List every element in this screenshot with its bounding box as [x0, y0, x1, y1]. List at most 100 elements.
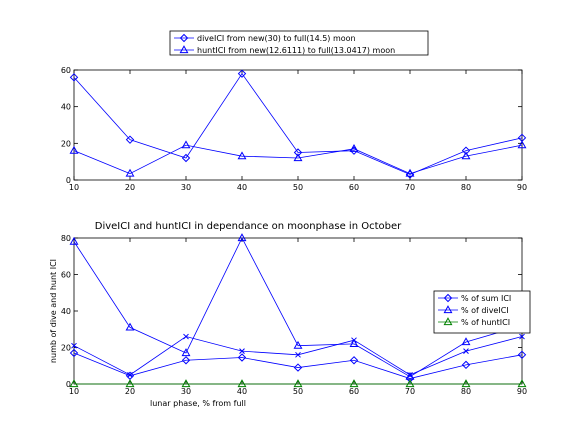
- x-tick-label: 30: [181, 183, 191, 192]
- legend-entry: % of sum ICI: [461, 294, 511, 303]
- data-point: [461, 146, 471, 155]
- legend-marker: [179, 45, 189, 54]
- data-point: [237, 353, 247, 362]
- legend-box: [169, 30, 429, 56]
- legend-marker: [443, 317, 453, 326]
- series-3: [71, 333, 525, 378]
- data-point: [405, 379, 415, 388]
- data-point: [405, 168, 415, 177]
- data-point: [517, 350, 527, 360]
- data-point: [237, 233, 247, 242]
- legend: diveICI from new(30) to full(14.5) moon h…: [169, 30, 429, 56]
- data-point: [69, 379, 79, 388]
- data-point: [69, 145, 79, 154]
- data-point: [517, 379, 527, 388]
- data-point: [237, 151, 247, 160]
- legend-marker: [179, 33, 189, 43]
- data-point: [181, 140, 191, 149]
- data-point: [237, 69, 247, 78]
- y-tick-label: 20: [61, 139, 71, 148]
- y-tick-label: 40: [61, 307, 71, 316]
- data-point: [181, 379, 191, 388]
- y-tick-label: 20: [61, 344, 71, 353]
- data-point: [349, 339, 359, 347]
- y-tick-label: 0: [66, 176, 71, 185]
- x-tick-label: 50: [293, 183, 303, 192]
- y-tick-label: 40: [61, 103, 71, 112]
- bottom-chart: 10 20 30 40 50 60 70 80 90 0 20 40 60 80 DiveICI and h…: [49, 221, 531, 408]
- x-tick-label: 10: [69, 387, 79, 396]
- chart-title: DiveICI and huntICI in dependance on moo…: [95, 221, 402, 232]
- data-point: [461, 151, 471, 160]
- legend-marker: [443, 293, 453, 303]
- plot-area: [73, 69, 523, 181]
- data-point: [461, 379, 471, 388]
- y-axis-label: numb of dive and hunt ICI: [49, 259, 58, 363]
- data-point: [239, 348, 245, 355]
- top-chart: 10 20 30 40 50 60 70 80 90 0 20 40 60 diveICI from ne…: [61, 30, 527, 192]
- x-tick-label: 10: [69, 183, 79, 192]
- data-point: [127, 372, 133, 378]
- data-point: [349, 379, 359, 388]
- data-point: [293, 363, 303, 372]
- data-point: [69, 73, 79, 82]
- x-tick-label: 20: [125, 183, 135, 192]
- data-point: [519, 333, 525, 340]
- y-tick-label: 0: [66, 380, 71, 389]
- data-point: [463, 348, 469, 355]
- x-tick-label: 60: [349, 387, 359, 396]
- data-point: [237, 379, 247, 388]
- data-point: [461, 337, 471, 346]
- x-tick-label: 70: [405, 183, 415, 192]
- x-tick-label: 90: [517, 183, 527, 192]
- legend-entry: % of huntICI: [461, 318, 510, 327]
- data-point: [125, 379, 135, 388]
- legend: % of sum ICI % of diveICI % of huntICI: [433, 290, 531, 334]
- x-tick-label: 70: [405, 387, 415, 396]
- data-point: [407, 372, 413, 378]
- data-point: [125, 322, 135, 331]
- data-point: [293, 340, 303, 349]
- legend-marker: [443, 305, 453, 314]
- data-point: [183, 333, 189, 340]
- data-point: [69, 348, 79, 358]
- x-tick-label: 80: [461, 387, 471, 396]
- data-point: [181, 356, 191, 365]
- x-tick-label: 90: [517, 387, 527, 396]
- x-tick-label: 40: [237, 183, 247, 192]
- data-point: [181, 153, 191, 163]
- x-tick-label: 50: [293, 387, 303, 396]
- series-1: [69, 140, 527, 177]
- data-point: [295, 351, 301, 358]
- series-line: [73, 72, 523, 175]
- data-point: [349, 356, 359, 365]
- x-tick-label: 40: [237, 387, 247, 396]
- x-tick-label: 30: [181, 387, 191, 396]
- x-tick-label: 60: [349, 183, 359, 192]
- series-2: [69, 379, 527, 388]
- y-tick-label: 80: [61, 234, 71, 243]
- data-point: [293, 379, 303, 388]
- data-point: [461, 360, 471, 370]
- x-tick-label: 20: [125, 387, 135, 396]
- data-point: [125, 168, 135, 177]
- series-0: [69, 348, 527, 383]
- data-point: [293, 148, 303, 157]
- data-point: [517, 140, 527, 149]
- x-axis-label: lunar phase, % from full: [150, 399, 246, 408]
- data-point: [181, 348, 191, 357]
- y-tick-label: 60: [61, 66, 71, 75]
- y-tick-label: 60: [61, 271, 71, 280]
- data-point: [351, 337, 357, 344]
- legend-entry: % of diveICI: [461, 306, 509, 315]
- data-point: [69, 236, 79, 245]
- data-point: [125, 135, 135, 144]
- data-point: [293, 153, 303, 162]
- legend-entry: huntICI from new(12.6111) to full(13.041…: [197, 46, 395, 55]
- series-line: [73, 352, 523, 379]
- series-line: [73, 237, 523, 378]
- legend-entry: diveICI from new(30) to full(14.5) moon: [197, 34, 356, 43]
- x-tick-label: 80: [461, 183, 471, 192]
- series-line: [73, 144, 523, 175]
